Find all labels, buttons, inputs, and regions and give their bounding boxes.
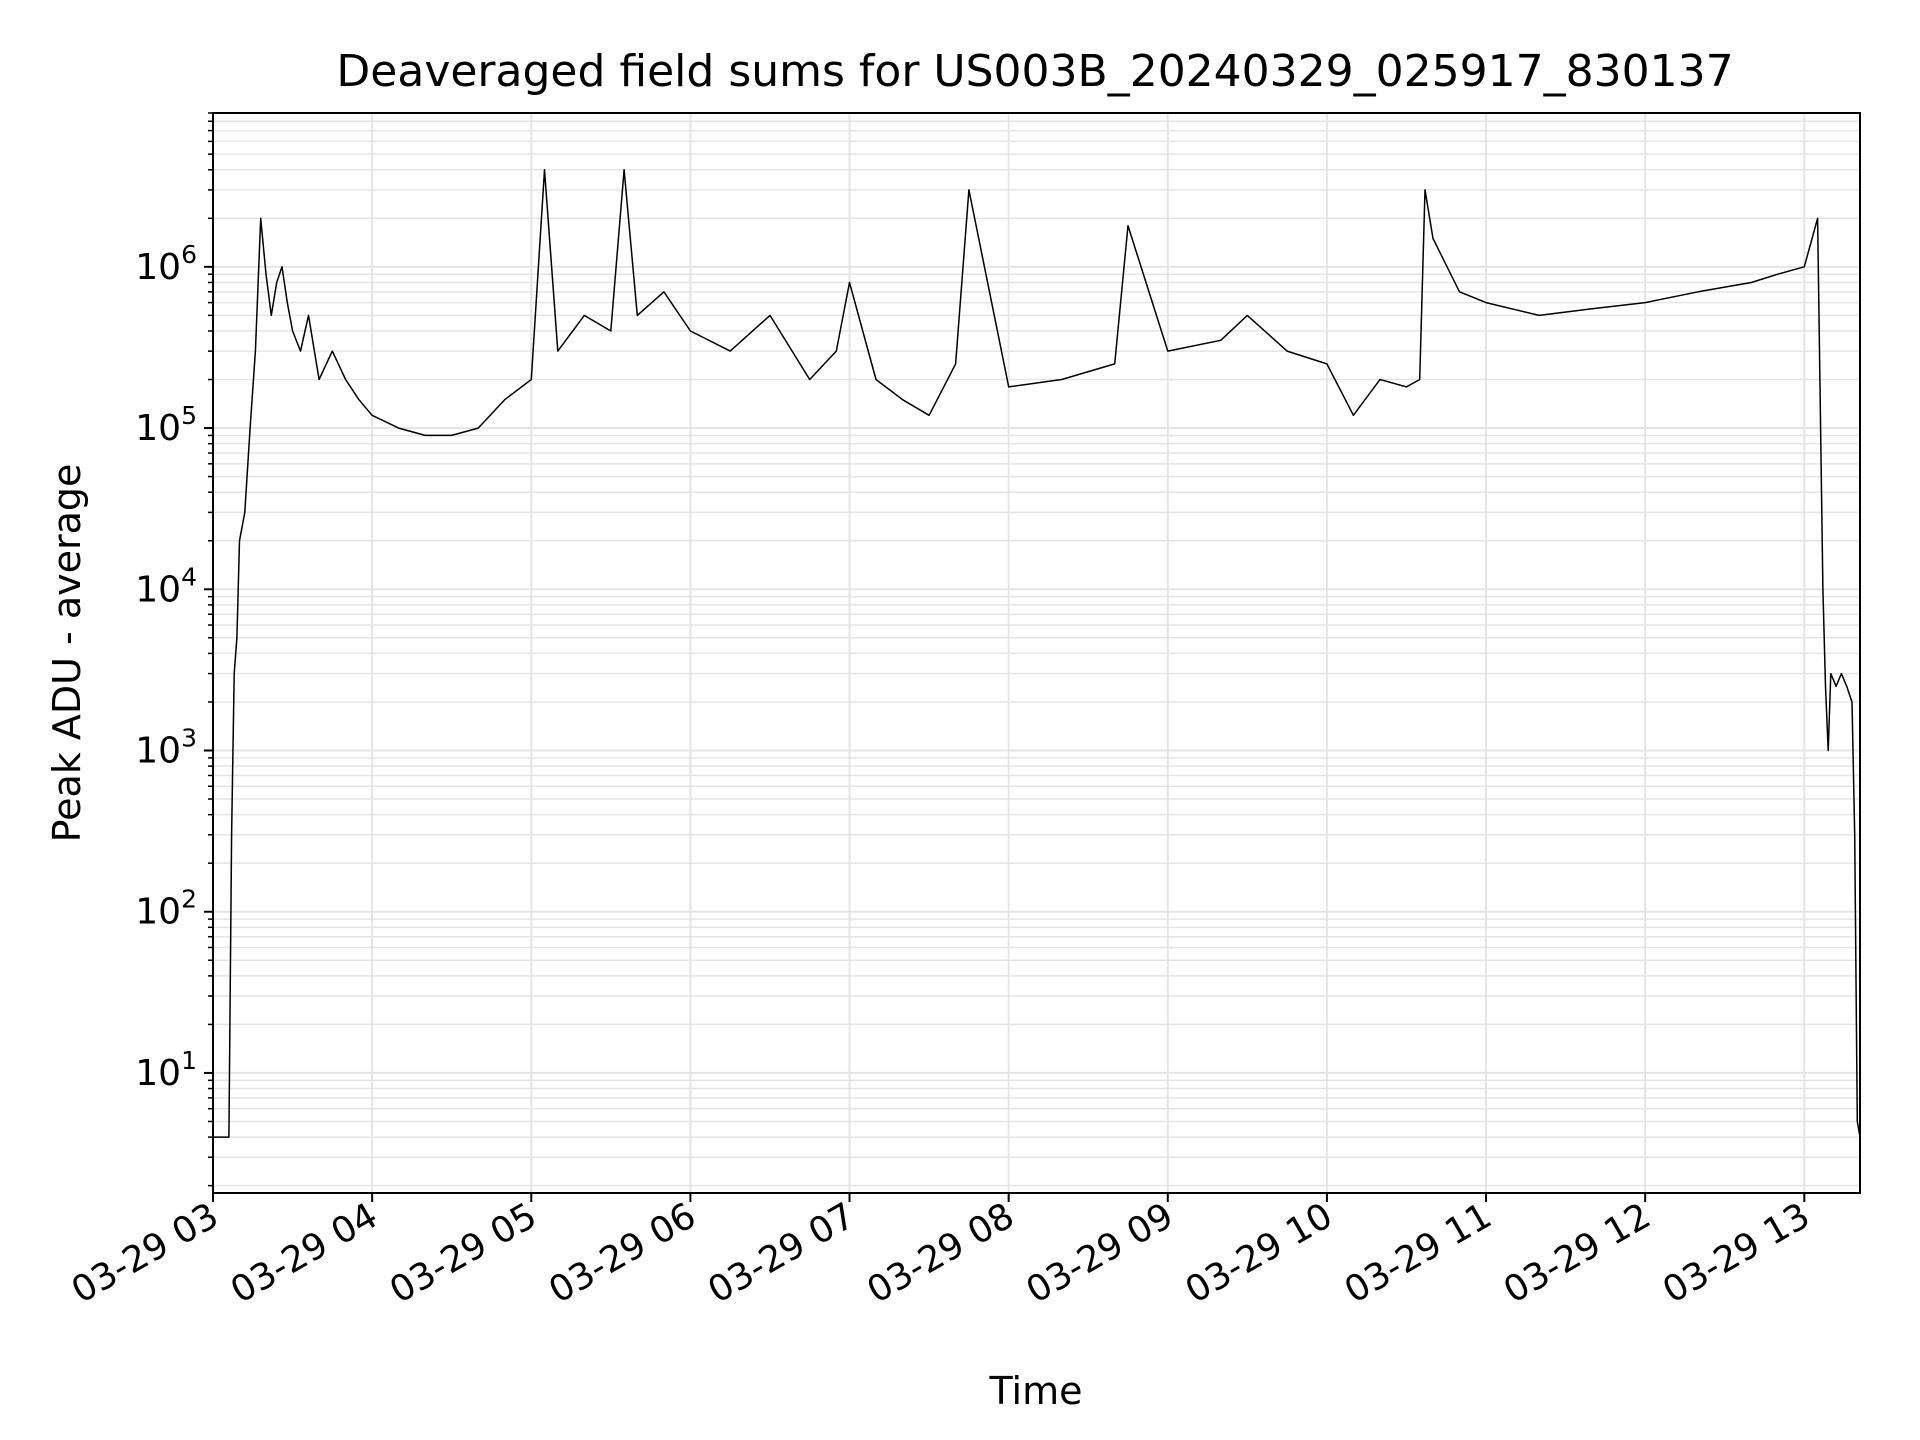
x-axis-label: Time	[989, 1369, 1083, 1413]
y-tick-label: 106	[135, 240, 197, 288]
series-line	[213, 169, 1861, 1138]
y-tick-label: 101	[135, 1046, 197, 1094]
plot-frame	[212, 112, 1861, 1194]
plot-series	[213, 169, 1861, 1138]
grid-lines	[212, 112, 1860, 1193]
y-tick-label: 103	[135, 723, 197, 771]
y-axis-label: Peak ADU - average	[45, 464, 89, 843]
y-tick-label: 104	[135, 562, 197, 610]
y-tick-label: 102	[135, 885, 197, 933]
chart-title: Deaveraged field sums for US003B_2024032…	[336, 46, 1733, 97]
y-tick-label: 105	[135, 401, 197, 449]
